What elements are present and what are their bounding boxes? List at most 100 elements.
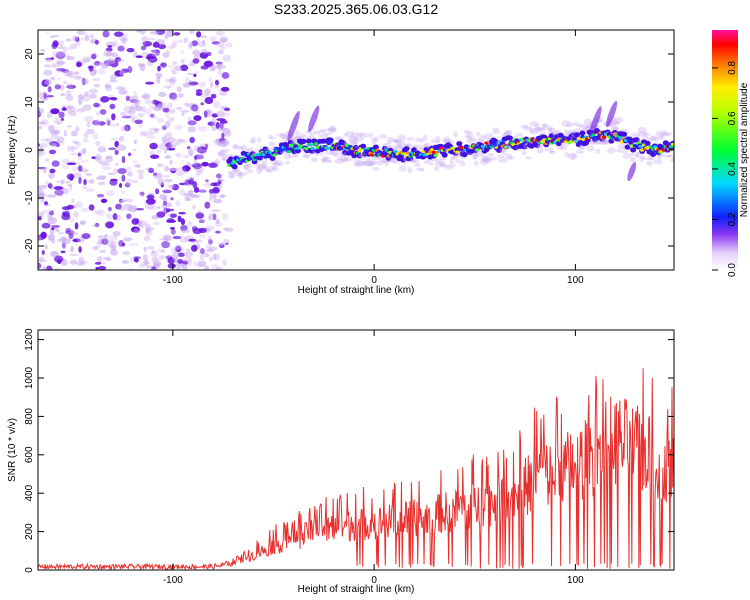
spectrogram-ridge-edge <box>305 138 312 144</box>
spectrogram-halo-blob <box>359 132 369 138</box>
spectrogram-noise-blob <box>215 64 226 70</box>
spectrogram-noise-blob <box>168 141 175 149</box>
spectrogram-noise-blob <box>171 94 179 102</box>
spectrogram-halo-blob <box>622 153 631 160</box>
spectrogram-halo-blob <box>435 158 442 164</box>
chart-title: S233.2025.365.06.03.G12 <box>274 1 438 17</box>
spectrogram-halo-blob <box>533 126 544 131</box>
spectrogram-ridge-core <box>493 143 498 147</box>
spectrogram-noise-blob <box>192 260 198 267</box>
spectrogram-noise-blob <box>67 183 72 187</box>
spectrogram-halo-blob <box>419 168 425 172</box>
spectrogram-noise-blob <box>157 178 165 186</box>
spectrogram-noise-blob <box>204 88 211 96</box>
spectrogram-noise-blob <box>128 243 139 247</box>
spectrogram-noise-blob <box>57 77 61 80</box>
spectrogram-noise-blob <box>132 148 137 152</box>
spectrogram-noise-blob <box>158 255 168 259</box>
spectrogram-halo-blob <box>653 158 663 165</box>
spectrogram-noise-blob <box>109 213 113 221</box>
spectrogram-halo-blob <box>465 133 474 139</box>
spectrogram-noise-blob <box>97 67 106 76</box>
spectrogram-noise-blob <box>212 100 221 109</box>
spectrogram-noise-blob <box>111 113 116 121</box>
spectrogram-halo-blob <box>274 160 284 167</box>
spectrogram-noise-blob <box>113 167 118 174</box>
spectrogram-noise-blob <box>89 93 97 99</box>
spectrogram-halo-blob <box>300 133 307 139</box>
spectrogram-halo-blob <box>335 136 344 140</box>
spectrogram-noise-blob <box>188 149 194 157</box>
spectrogram-halo-blob <box>336 156 342 161</box>
spectrogram-ridge-edge <box>548 133 555 139</box>
spectrogram-noise-blob <box>56 68 66 72</box>
spectrogram-noise-blob <box>112 40 119 47</box>
spectrogram-noise-blob <box>45 137 53 144</box>
spectrogram-halo-blob <box>389 156 397 163</box>
spectrogram-noise-blob <box>38 143 41 147</box>
spectrogram-noise-blob <box>77 152 81 157</box>
spectrogram-noise-blob <box>117 90 128 95</box>
spectrogram-ridge-core <box>433 153 438 157</box>
spectrogram-noise-blob <box>96 177 103 180</box>
spectrogram-noise-blob <box>192 49 201 56</box>
spectrogram-noise-blob <box>203 110 208 118</box>
spectrogram-noise-blob <box>208 239 213 245</box>
spectrogram-noise-blob <box>182 192 192 197</box>
spectrogram-noise-blob <box>212 254 217 260</box>
spectrogram-halo-blob <box>344 156 354 162</box>
spectrogram-noise-blob <box>119 135 125 142</box>
spectrogram-noise-blob <box>73 172 82 179</box>
spectrogram-halo-blob <box>642 157 653 161</box>
spectrogram-noise-blob <box>209 188 215 194</box>
spectrogram-halo-blob <box>620 150 628 154</box>
spectrogram-noise-blob <box>187 259 192 267</box>
spectrogram-noise-blob <box>128 205 138 213</box>
spectrogram-noise-blob <box>143 259 149 267</box>
spectrogram-noise-blob <box>38 256 45 263</box>
spectrogram-halo-blob <box>340 158 349 163</box>
spectrogram-halo-blob <box>423 160 431 165</box>
spectrogram-noise-blob <box>44 79 52 85</box>
spectrogram-noise-blob <box>71 166 78 172</box>
spectrogram-halo-blob <box>392 139 399 143</box>
spectrogram-noise-blob <box>133 256 141 259</box>
spectrogram-noise-blob <box>205 243 213 249</box>
spectrogram-halo-blob <box>350 141 358 146</box>
spectrogram-noise-blob <box>58 46 65 50</box>
spectrogram-halo-blob <box>478 134 487 142</box>
spectrogram-noise-blob <box>66 84 76 89</box>
spectrogram-halo-blob <box>669 158 674 163</box>
spectrogram-noise-blob <box>181 260 189 265</box>
spectrogram-noise-blob <box>180 49 185 54</box>
spectrogram-noise-blob <box>39 142 48 148</box>
spectrogram-noise-blob <box>176 138 184 143</box>
spectrogram-noise-blob <box>153 128 160 132</box>
spectrogram-halo-blob <box>384 159 389 167</box>
spectrogram-noise-blob <box>62 80 68 85</box>
spectrogram-noise-blob <box>115 123 120 126</box>
spectrogram-halo-blob <box>546 125 553 132</box>
snr-series-line <box>38 368 674 570</box>
spectrogram-halo-blob <box>372 161 378 165</box>
spectrogram-noise-blob <box>165 113 170 119</box>
spectrogram-halo-blob <box>348 138 358 146</box>
spectrogram-halo-blob <box>238 171 248 177</box>
spectrogram-noise-blob <box>61 107 67 111</box>
spectrogram-noise-blob <box>133 90 138 98</box>
spectrogram-noise-blob <box>168 117 175 122</box>
spectrogram-noise-blob <box>64 70 73 77</box>
spectrogram-ridge-edge <box>541 134 548 140</box>
spectrogram-noise-blob <box>53 186 64 190</box>
spectrogram-halo-blob <box>255 162 261 170</box>
spectrogram-halo-blob <box>657 135 664 141</box>
spectrogram-noise-blob <box>38 108 45 115</box>
spectrogram-halo-blob <box>441 139 452 143</box>
spectrogram-noise-blob <box>139 64 146 72</box>
spectrogram-halo-blob <box>575 150 585 154</box>
spectrogram-noise-blob <box>161 125 167 131</box>
spectrogram-ridge-edge <box>534 142 541 148</box>
spectrogram-noise-blob <box>145 108 152 116</box>
spectrogram-ridge-edge <box>557 132 564 138</box>
spectrogram-halo-blob <box>549 127 556 134</box>
